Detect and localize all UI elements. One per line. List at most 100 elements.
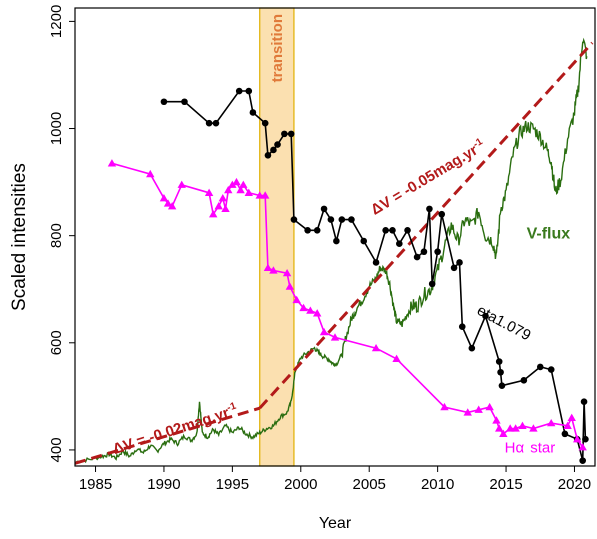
data-series bbox=[107, 87, 589, 464]
data-point bbox=[463, 408, 472, 416]
data-point bbox=[372, 259, 380, 266]
data-point bbox=[235, 87, 243, 95]
data-point bbox=[498, 382, 506, 389]
v-flux-series bbox=[76, 37, 588, 464]
data-point bbox=[228, 180, 237, 188]
data-point bbox=[313, 309, 322, 317]
data-point bbox=[221, 204, 230, 213]
data-point bbox=[582, 435, 589, 443]
data-point bbox=[299, 303, 308, 312]
data-point bbox=[434, 248, 441, 256]
data-point bbox=[261, 191, 270, 199]
x-axis: 1985 1990 1995 2000 2005 2010 2015 2020 bbox=[79, 466, 591, 493]
halpha-label: Hα star bbox=[505, 440, 556, 457]
data-point bbox=[561, 430, 569, 438]
trend-line-1 bbox=[258, 41, 594, 410]
data-point bbox=[396, 240, 403, 247]
data-point bbox=[320, 205, 328, 213]
trend-label-low: ΔV = -0.02mag.yr-1 bbox=[110, 401, 240, 458]
data-point bbox=[578, 443, 587, 451]
data-point bbox=[413, 253, 421, 261]
data-point bbox=[482, 312, 489, 320]
data-point bbox=[327, 216, 335, 223]
y-tick-label: 1200 bbox=[48, 5, 65, 38]
data-point bbox=[181, 98, 188, 106]
data-point bbox=[177, 180, 186, 188]
x-tick-label: 2020 bbox=[558, 476, 591, 493]
data-point bbox=[304, 227, 311, 234]
y-axis-title: Scaled intensities bbox=[9, 163, 30, 311]
data-point bbox=[167, 201, 177, 210]
data-point bbox=[438, 210, 446, 218]
y-axis: 400 600 800 1000 1200 bbox=[48, 5, 75, 462]
data-point bbox=[245, 87, 253, 95]
data-point bbox=[511, 424, 520, 432]
data-point bbox=[485, 402, 494, 411]
data-point bbox=[563, 421, 572, 429]
data-point bbox=[529, 424, 538, 432]
data-point bbox=[274, 141, 281, 148]
data-point bbox=[520, 376, 528, 384]
x-tick-label: 2015 bbox=[489, 476, 522, 493]
data-point bbox=[107, 159, 117, 167]
data-point bbox=[159, 193, 169, 202]
y-tick-label: 1000 bbox=[48, 112, 65, 145]
data-point bbox=[495, 424, 504, 432]
y-tick-label: 800 bbox=[48, 223, 65, 248]
data-point bbox=[330, 333, 340, 341]
y-tick-label: 400 bbox=[48, 437, 65, 462]
data-point bbox=[209, 210, 218, 218]
data-point bbox=[255, 191, 264, 199]
data-point bbox=[160, 98, 168, 106]
data-point bbox=[269, 266, 278, 274]
data-point bbox=[264, 152, 272, 159]
data-point bbox=[146, 169, 155, 178]
data-point bbox=[281, 130, 288, 138]
data-point bbox=[263, 263, 273, 271]
data-point bbox=[495, 358, 503, 365]
data-point bbox=[579, 457, 586, 464]
data-point bbox=[382, 227, 389, 234]
data-point bbox=[536, 363, 544, 371]
data-point bbox=[392, 354, 401, 363]
data-point bbox=[204, 188, 214, 196]
v-flux-label: V-flux bbox=[527, 225, 571, 242]
data-point bbox=[338, 216, 346, 223]
data-point bbox=[420, 248, 428, 256]
plot-frame bbox=[74, 7, 596, 467]
trend-line-0 bbox=[74, 406, 261, 465]
data-point bbox=[428, 280, 436, 288]
data-point bbox=[306, 306, 315, 314]
data-point bbox=[426, 205, 433, 213]
data-point bbox=[505, 424, 515, 432]
data-point bbox=[232, 177, 241, 186]
data-point bbox=[450, 264, 458, 272]
data-point bbox=[270, 146, 277, 154]
data-point bbox=[313, 227, 321, 234]
data-point bbox=[239, 180, 248, 188]
x-tick-label: 2010 bbox=[421, 476, 454, 493]
x-tick-label: 2005 bbox=[353, 476, 386, 493]
data-point bbox=[212, 119, 220, 127]
data-point bbox=[573, 435, 582, 443]
data-point bbox=[292, 295, 301, 304]
data-point bbox=[218, 193, 227, 202]
data-point bbox=[404, 227, 411, 234]
data-point bbox=[287, 130, 295, 138]
v-flux-line bbox=[76, 37, 588, 464]
data-point bbox=[474, 405, 483, 413]
x-tick-label: 2000 bbox=[284, 476, 317, 493]
data-point bbox=[492, 416, 501, 424]
data-point bbox=[458, 323, 466, 331]
data-point bbox=[282, 268, 292, 277]
data-point bbox=[348, 216, 355, 223]
y-tick-label: 600 bbox=[48, 330, 65, 355]
x-tick-label: 1995 bbox=[216, 476, 249, 493]
data-point bbox=[319, 327, 329, 336]
data-point bbox=[497, 368, 504, 376]
data-point bbox=[440, 402, 449, 411]
data-point bbox=[580, 398, 588, 406]
data-point bbox=[360, 237, 368, 245]
data-point bbox=[214, 201, 223, 210]
